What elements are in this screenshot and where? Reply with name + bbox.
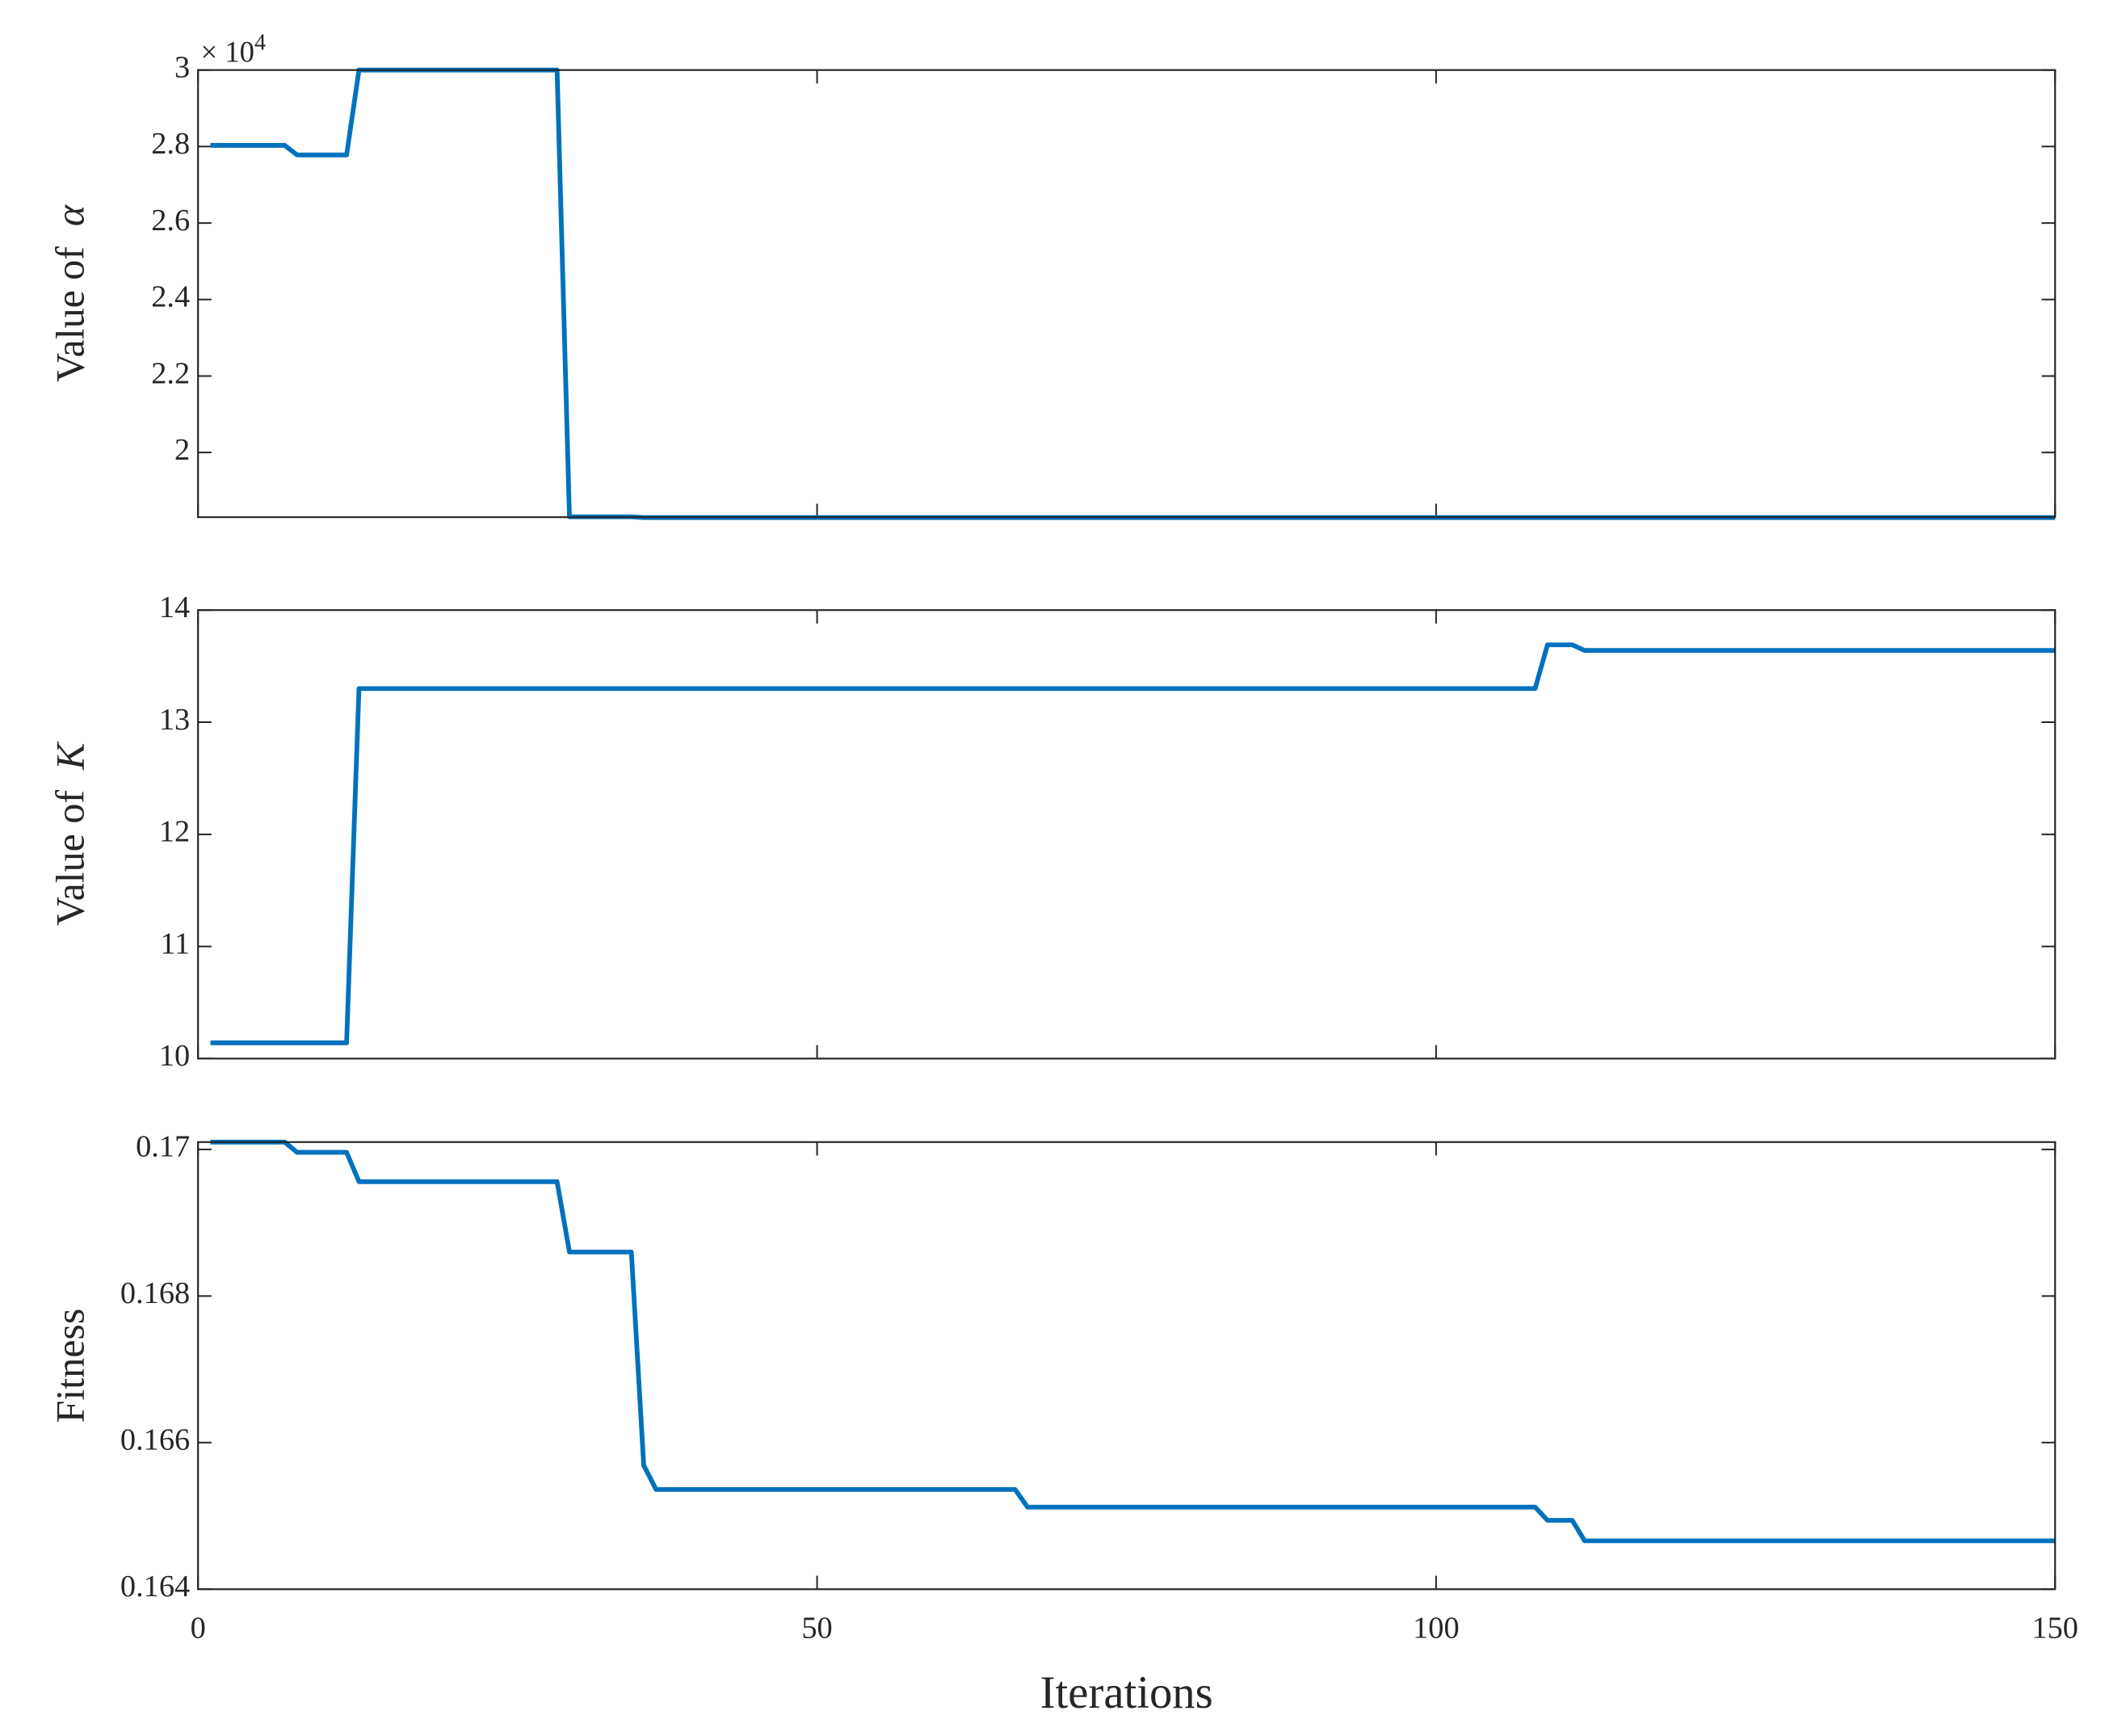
- y-tick-label: 0.168: [120, 1276, 190, 1310]
- y-tick-label: 0.164: [120, 1570, 190, 1604]
- y-axis-label-text: Value of: [47, 246, 92, 382]
- y-tick-label: 11: [160, 927, 190, 960]
- y-tick-label: 2.8: [151, 127, 190, 161]
- x-tick-label: 150: [2031, 1611, 2078, 1645]
- y-axis-label-text: Value of: [47, 790, 92, 926]
- axis-exponent-base: × 10: [201, 36, 254, 69]
- axes-box: [197, 609, 2057, 1060]
- y-tick-label: 10: [159, 1039, 190, 1073]
- y-axis-label-symbol: α: [47, 204, 92, 226]
- y-tick-label: 2.4: [151, 280, 190, 314]
- data-line: [210, 642, 2056, 1045]
- y-tick-label: 13: [159, 703, 190, 737]
- x-tick-label: 100: [1413, 1611, 1460, 1645]
- y-axis-label: Value of α: [47, 204, 92, 382]
- y-axis-label-text: Fitness: [47, 1309, 92, 1423]
- y-axis-label-symbol: K: [47, 741, 92, 771]
- x-tick-label: 50: [801, 1611, 832, 1645]
- y-tick-label: 2.6: [151, 204, 190, 237]
- y-tick-label: 3: [174, 50, 190, 84]
- y-tick-label: 0.17: [136, 1130, 190, 1164]
- y-tick-label: 2: [174, 433, 190, 467]
- y-tick-label: 2.2: [151, 356, 190, 390]
- y-tick-label: 0.166: [120, 1423, 190, 1457]
- y-axis-label: Fitness: [47, 1309, 92, 1423]
- y-tick-label: 14: [159, 591, 190, 624]
- axis-exponent: × 104: [201, 31, 267, 69]
- y-tick-label: 12: [159, 815, 190, 849]
- x-tick-label: 0: [191, 1611, 206, 1645]
- data-line: [210, 1139, 2056, 1544]
- axes-box: [197, 69, 2057, 519]
- axes-box: [197, 1141, 2057, 1591]
- x-axis-label: Iterations: [1040, 1667, 1213, 1718]
- y-axis-label: Value of K: [47, 741, 92, 926]
- axis-exponent-power: 4: [254, 31, 266, 56]
- data-line: [210, 67, 2056, 520]
